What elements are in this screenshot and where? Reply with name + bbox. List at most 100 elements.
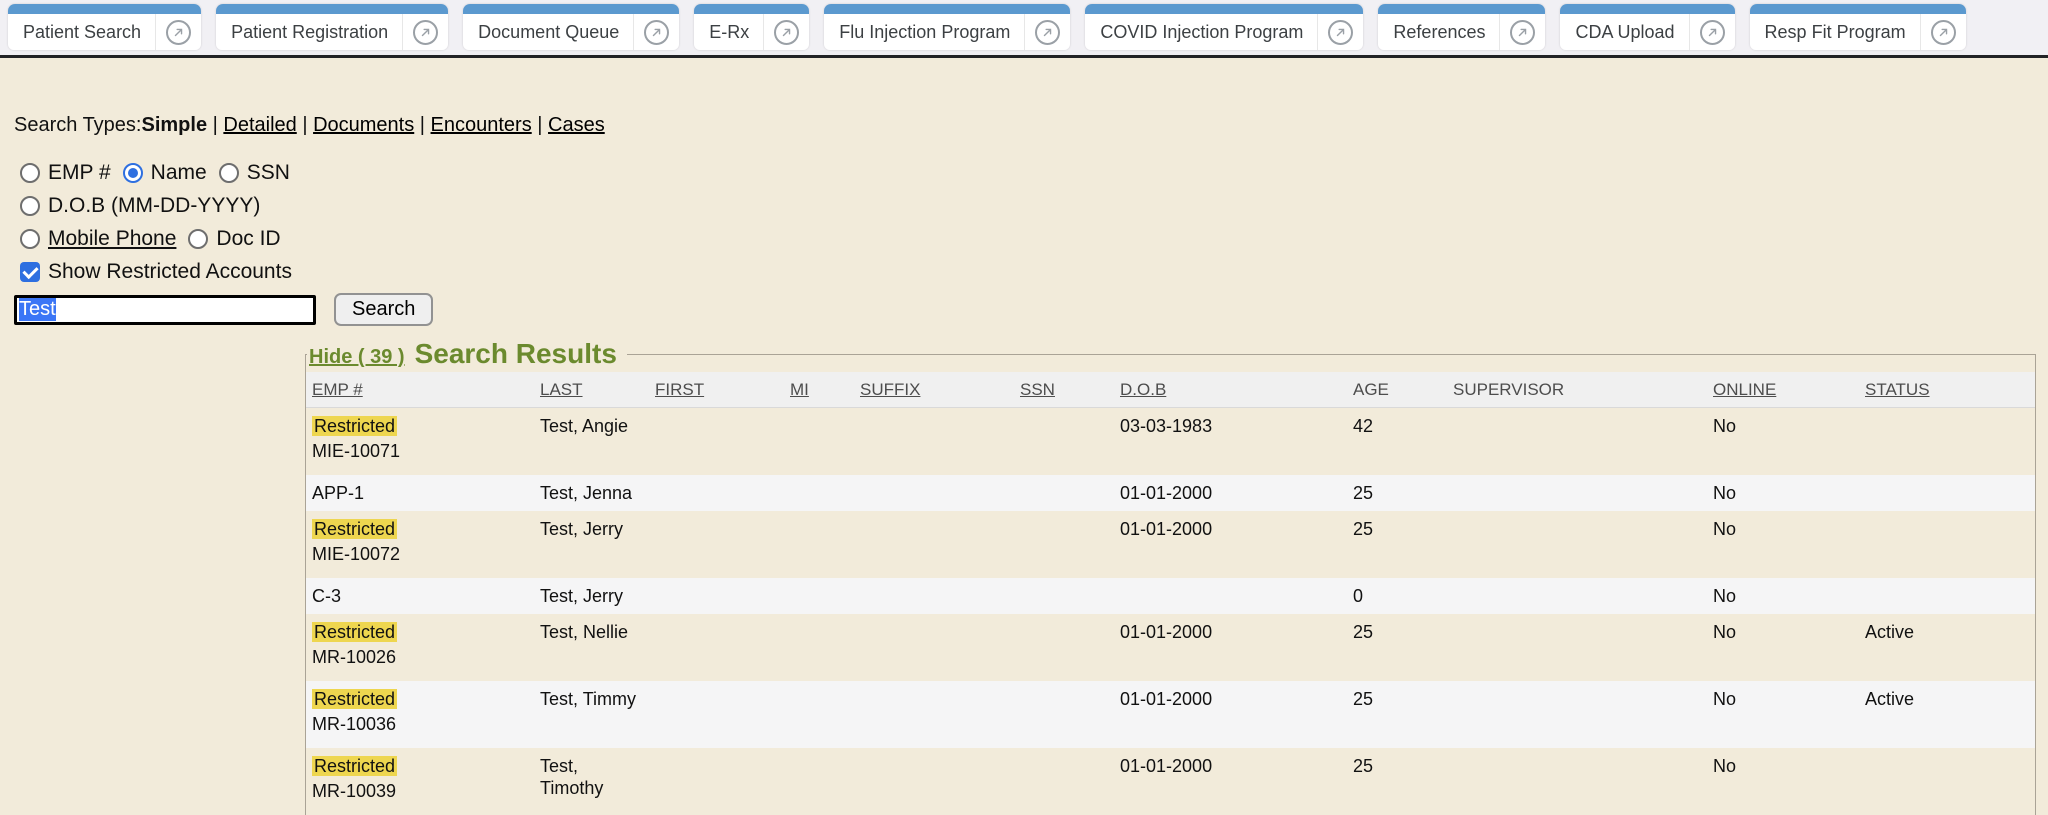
tab-e-rx[interactable]: E-Rx (694, 4, 809, 50)
last-cell: Test, Jenna (534, 475, 649, 511)
external-link-icon[interactable] (402, 14, 448, 50)
radio-control[interactable] (20, 163, 40, 183)
external-link-icon[interactable] (1024, 14, 1070, 50)
radio-control[interactable] (20, 229, 40, 249)
first-cell (649, 408, 784, 476)
tab-accent-bar (1378, 4, 1545, 14)
radio-control[interactable] (20, 196, 40, 216)
mi-cell (784, 408, 854, 476)
external-link-icon[interactable] (1317, 14, 1363, 50)
age-cell: 0 (1347, 578, 1447, 614)
ssn-cell (1014, 614, 1114, 681)
search-results-legend: Hide ( 39 ) Search Results (307, 338, 627, 370)
status-cell (1859, 578, 2035, 614)
online-cell: No (1707, 614, 1859, 681)
ssn-cell (1014, 578, 1114, 614)
tab-cda-upload[interactable]: CDA Upload (1560, 4, 1734, 50)
emp-id: MR-10039 (312, 780, 528, 802)
radio-ssn[interactable]: SSN (219, 161, 290, 185)
last-cell: Test, Nellie (534, 614, 649, 681)
search-button[interactable]: Search (334, 293, 433, 326)
checkbox-control[interactable] (20, 262, 40, 282)
hide-results-link[interactable]: Hide ( 39 ) (309, 346, 405, 369)
ssn-cell (1014, 511, 1114, 578)
tab-flu-injection-program[interactable]: Flu Injection Program (824, 4, 1070, 50)
search-type-documents[interactable]: Documents (313, 114, 414, 136)
last-cell: Test, Timothy (534, 748, 649, 815)
column-header-last[interactable]: LAST (540, 380, 583, 399)
age-cell: 25 (1347, 511, 1447, 578)
search-input[interactable]: Test (14, 295, 316, 325)
radio-name[interactable]: Name (123, 161, 207, 185)
suffix-cell (854, 511, 1014, 578)
column-header-emp[interactable]: EMP # (312, 380, 363, 399)
external-link-icon[interactable] (633, 14, 679, 50)
dob-cell: 01-01-2000 (1114, 511, 1347, 578)
column-header-online[interactable]: ONLINE (1713, 380, 1776, 399)
age-cell: 25 (1347, 748, 1447, 815)
radio-mobile-phone[interactable]: Mobile Phone (20, 227, 176, 251)
external-link-icon[interactable] (1920, 14, 1966, 50)
column-header-mi[interactable]: MI (790, 380, 809, 399)
checkbox-show-restricted-accounts[interactable]: Show Restricted Accounts (20, 260, 292, 284)
column-header-first[interactable]: FIRST (655, 380, 704, 399)
first-cell (649, 578, 784, 614)
dob-cell: 01-01-2000 (1114, 475, 1347, 511)
column-header-d-o-b[interactable]: D.O.B (1120, 380, 1166, 399)
radio-control[interactable] (123, 163, 143, 183)
last-cell: Test, Jerry (534, 578, 649, 614)
external-link-icon[interactable] (155, 14, 201, 50)
tab-label: Patient Search (23, 22, 155, 43)
column-header-suffix[interactable]: SUFFIX (860, 380, 920, 399)
tab-covid-injection-program[interactable]: COVID Injection Program (1085, 4, 1363, 50)
mi-cell (784, 475, 854, 511)
external-link-icon[interactable] (1689, 14, 1735, 50)
radio-d-o-b-mm-dd-yyyy[interactable]: D.O.B (MM-DD-YYYY) (20, 194, 260, 218)
suffix-cell (854, 408, 1014, 476)
search-type-encounters[interactable]: Encounters (431, 114, 532, 136)
external-link-icon[interactable] (1499, 14, 1545, 50)
tab-patient-registration[interactable]: Patient Registration (216, 4, 448, 50)
radio-control[interactable] (219, 163, 239, 183)
radio-doc-id[interactable]: Doc ID (188, 227, 280, 251)
tab-patient-search[interactable]: Patient Search (8, 4, 201, 50)
form-row: EMP # Name SSN (20, 161, 2048, 185)
emp-cell: APP-1 (306, 475, 534, 511)
tab-label: E-Rx (709, 22, 763, 43)
option-label: Mobile Phone (48, 227, 176, 251)
tab-references[interactable]: References (1378, 4, 1545, 50)
external-link-icon[interactable] (763, 14, 809, 50)
emp-cell: Restricted MR-10026 (306, 614, 534, 681)
tab-accent-bar (1085, 4, 1363, 14)
radio-control[interactable] (188, 229, 208, 249)
emp-cell: C-3 (306, 578, 534, 614)
emp-id: MR-10026 (312, 646, 528, 668)
first-cell (649, 681, 784, 748)
online-cell: No (1707, 748, 1859, 815)
radio-emp[interactable]: EMP # (20, 161, 111, 185)
column-header-ssn[interactable]: SSN (1020, 380, 1055, 399)
tab-accent-bar (694, 4, 809, 14)
option-label: SSN (247, 161, 290, 185)
tab-document-queue[interactable]: Document Queue (463, 4, 679, 50)
supervisor-cell (1447, 511, 1707, 578)
tab-resp-fit-program[interactable]: Resp Fit Program (1750, 4, 1966, 50)
search-type-cases[interactable]: Cases (548, 114, 605, 136)
column-header-status[interactable]: STATUS (1865, 380, 1930, 399)
ssn-cell (1014, 408, 1114, 476)
restricted-badge: Restricted (312, 622, 397, 642)
search-type-detailed[interactable]: Detailed (223, 114, 296, 136)
status-cell: Active (1859, 614, 2035, 681)
